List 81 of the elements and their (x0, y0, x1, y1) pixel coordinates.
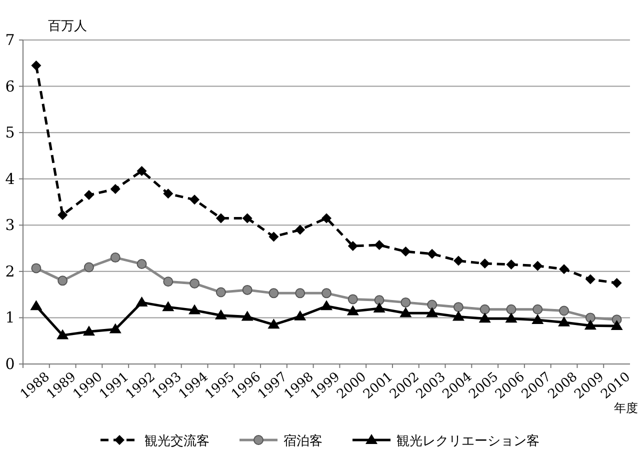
point (58, 210, 68, 220)
point (190, 194, 200, 205)
point (426, 307, 438, 318)
y-tick-label: 0 (5, 355, 15, 373)
point (31, 60, 42, 70)
point (346, 305, 359, 316)
point (295, 288, 306, 298)
point (506, 304, 516, 314)
y-tick-label: 4 (5, 170, 15, 188)
point (480, 258, 490, 269)
point (478, 312, 491, 323)
point (374, 295, 384, 306)
point (612, 278, 622, 288)
point (320, 300, 332, 310)
point (136, 166, 147, 176)
point (532, 314, 544, 324)
point (163, 276, 174, 287)
point (268, 232, 279, 242)
y-tick-label: 2 (5, 262, 15, 280)
point (56, 329, 69, 340)
point (268, 318, 280, 329)
point (214, 309, 227, 320)
x-axis-title: 年度 (614, 401, 638, 415)
point (558, 316, 570, 326)
point (216, 287, 226, 298)
point (532, 304, 543, 314)
point (453, 302, 464, 312)
point (109, 323, 122, 334)
point (427, 300, 438, 310)
point (373, 302, 386, 312)
point (136, 259, 147, 270)
point (585, 274, 596, 284)
point (559, 306, 570, 316)
point (188, 304, 201, 314)
point (294, 310, 306, 320)
point (452, 310, 464, 321)
point (31, 263, 42, 274)
point (400, 307, 412, 318)
point (110, 184, 120, 194)
point (162, 301, 174, 312)
point (268, 288, 279, 298)
legend-label: 宿泊客 (284, 433, 322, 449)
point (374, 240, 384, 250)
point (216, 213, 226, 224)
point (84, 262, 94, 272)
point (110, 252, 120, 263)
point (480, 304, 490, 314)
point (84, 190, 94, 200)
point (610, 320, 623, 330)
point (506, 259, 516, 270)
point (190, 278, 200, 288)
point (400, 297, 411, 308)
point (242, 284, 252, 295)
point (584, 320, 596, 330)
point (30, 300, 42, 310)
point (163, 188, 174, 199)
point (82, 326, 95, 336)
y-tick-label: 1 (5, 308, 15, 327)
point (241, 310, 254, 321)
point (242, 213, 252, 224)
point (295, 224, 306, 235)
point (136, 296, 148, 306)
point (400, 246, 411, 257)
point (322, 213, 332, 224)
point (348, 240, 358, 251)
point (427, 248, 438, 259)
y-tick-label: 3 (5, 216, 15, 234)
point (559, 264, 570, 274)
point (58, 276, 68, 286)
point (585, 312, 596, 323)
y-axis-title: 百万人 (48, 19, 87, 34)
point (453, 256, 464, 266)
point (322, 288, 332, 298)
legend-label: 観光交流客 (144, 433, 210, 449)
y-tick-label: 7 (5, 31, 15, 49)
legend-label: 観光レクリエーション客 (396, 433, 540, 449)
y-tick-label: 5 (5, 124, 15, 142)
y-tick-label: 6 (5, 77, 15, 96)
point (348, 294, 358, 304)
point (532, 260, 543, 271)
point (505, 312, 518, 323)
